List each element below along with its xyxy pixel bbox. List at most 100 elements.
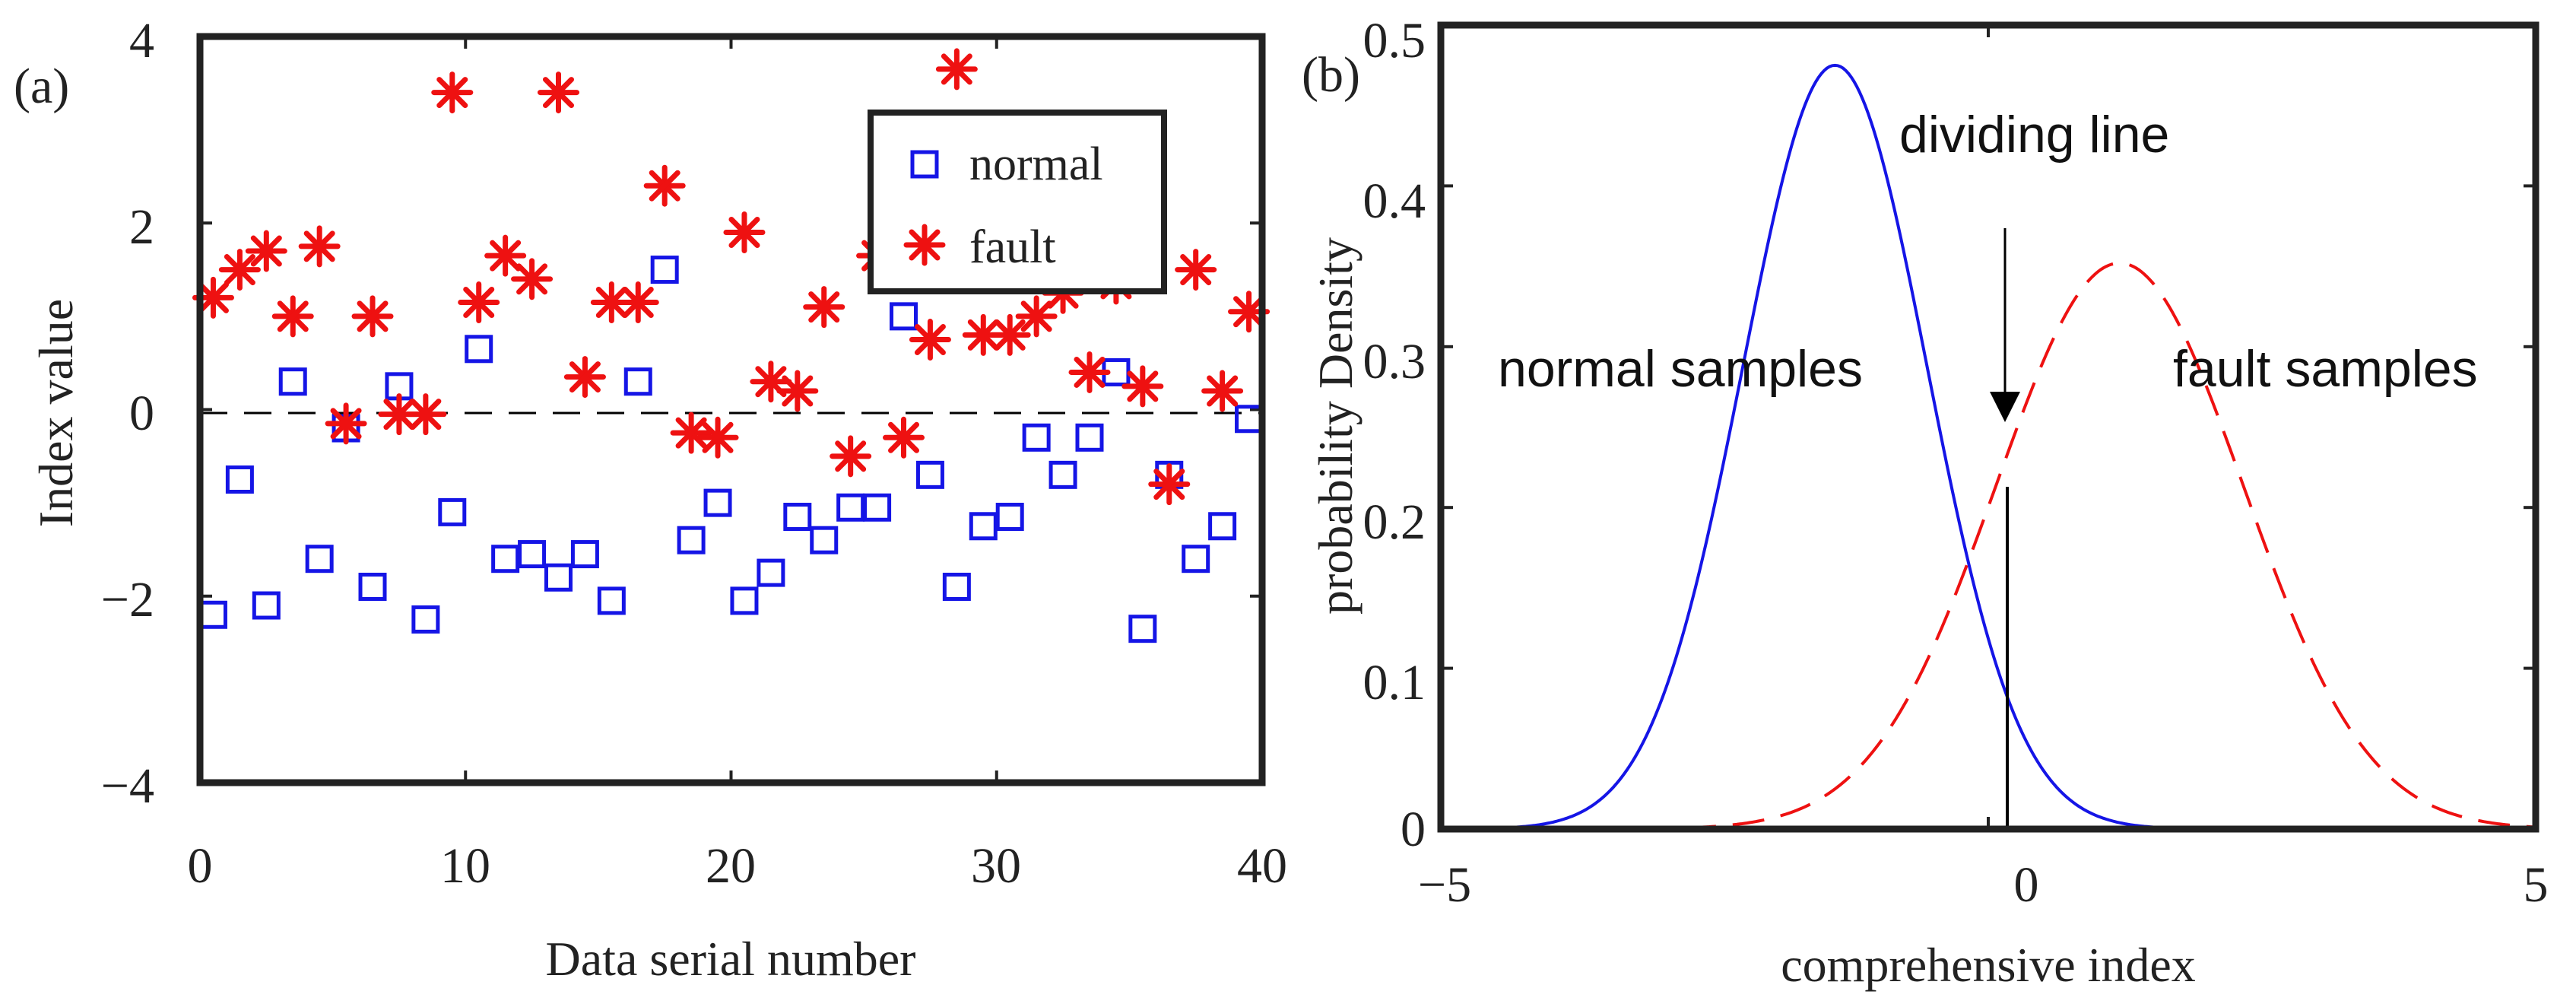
normal-point [358, 572, 387, 601]
panel-a-scatter-chart: (a) 4 2 0 −2 −4 0 10 20 30 40 Data seria… [14, 13, 1287, 986]
fault-point [271, 295, 314, 338]
panel-a-label: (a) [14, 59, 69, 114]
fault-point [404, 393, 447, 436]
x-tick-label: 10 [440, 838, 490, 894]
fault-point [245, 230, 287, 272]
normal-point [597, 586, 626, 615]
dividing-line-label: dividing line [1899, 106, 2169, 164]
normal-density-curve [1441, 63, 2536, 831]
normal-point [225, 465, 254, 494]
x-tick-label: 30 [971, 838, 1021, 894]
legend-normal-marker [910, 150, 939, 179]
y-tick-label: 2 [129, 199, 154, 255]
normal-point [783, 503, 812, 532]
x-axis-label: Data serial number [546, 932, 916, 986]
dividing-arrow-head [1990, 392, 2020, 422]
normal-point [915, 460, 944, 489]
normal-point [252, 591, 281, 620]
normal-point [810, 526, 839, 554]
fault-point [803, 286, 845, 329]
normal-point [1182, 545, 1210, 573]
legend-box [868, 110, 1167, 294]
legend-fault-label: fault [969, 221, 1056, 273]
panel-b-label: (b) [1302, 47, 1360, 103]
normal-point [730, 586, 759, 615]
x-tick-label: 40 [1237, 838, 1287, 894]
normal-point [544, 563, 573, 592]
legend: normal fault [868, 110, 1167, 294]
fault-point [643, 164, 686, 207]
fault-point [988, 313, 1031, 356]
x-axis-label: comprehensive index [1781, 938, 2196, 992]
x-tick-label: −5 [1418, 857, 1471, 913]
legend-fault-marker [903, 224, 946, 266]
fault-point [325, 402, 367, 445]
panel-a-plot-frame [196, 33, 1266, 786]
normal-point [1208, 512, 1237, 541]
y-tick-label: 0.5 [1363, 13, 1426, 68]
y-tick-label: −4 [101, 758, 154, 814]
normal-point [969, 512, 998, 541]
y-axis-label: probability Density [1309, 237, 1363, 615]
fault-point [830, 435, 872, 478]
fault-point [1015, 295, 1058, 338]
normal-point [465, 335, 493, 364]
x-tick-label: 20 [706, 838, 756, 894]
x-tick-label: 5 [2524, 857, 2549, 913]
x-tick-label: 0 [188, 838, 213, 894]
fault-point [1068, 351, 1111, 393]
normal-point [942, 572, 971, 601]
fault-point [563, 356, 606, 399]
normal-point [1048, 460, 1077, 489]
fault-point [723, 211, 766, 254]
normal-point [890, 302, 918, 331]
normal-point [491, 545, 520, 573]
y-tick-label: 0.1 [1363, 655, 1426, 710]
fault-point [298, 225, 341, 268]
normal-point [411, 605, 440, 634]
fault-point [458, 281, 500, 323]
normal-point [757, 558, 785, 587]
legend-normal-label: normal [969, 138, 1103, 190]
normal-samples-label: normal samples [1498, 340, 1863, 398]
y-tick-label: −2 [101, 572, 154, 628]
normal-point [863, 493, 892, 522]
fault-point [431, 71, 474, 114]
fault-point [883, 416, 925, 459]
y-tick-label: 0 [1401, 802, 1426, 857]
y-tick-label: 0.4 [1363, 173, 1426, 229]
fault-point [590, 281, 633, 323]
fault-point [351, 295, 394, 338]
fault-point [909, 319, 951, 361]
normal-point [623, 367, 652, 396]
y-tick-label: 0.3 [1363, 334, 1426, 389]
fault-point [484, 234, 527, 277]
normal-point [677, 526, 706, 554]
fault-point [1175, 249, 1217, 291]
fault-samples-label: fault samples [2173, 340, 2478, 398]
y-axis-label: Index value [29, 299, 83, 527]
normal-point [278, 367, 307, 396]
fault-point [511, 258, 554, 300]
normal-point [518, 540, 547, 569]
normal-point [703, 488, 732, 517]
fault-point [617, 281, 659, 323]
x-tick-label: 0 [2014, 857, 2039, 913]
fault-point [218, 249, 261, 291]
normal-point [836, 493, 865, 522]
y-tick-label: 4 [129, 13, 154, 68]
normal-point [1128, 615, 1157, 643]
normal-point [570, 540, 599, 569]
fault-point [1201, 370, 1244, 412]
normal-point [305, 545, 334, 573]
normal-point [995, 503, 1024, 532]
fault-point [1121, 365, 1164, 408]
fault-point [537, 71, 579, 114]
normal-point [650, 256, 679, 284]
fault-point [935, 48, 978, 91]
fault-point [696, 416, 739, 459]
normal-point [1075, 423, 1104, 452]
fault-point [776, 370, 819, 412]
y-tick-label: 0.2 [1363, 494, 1426, 550]
